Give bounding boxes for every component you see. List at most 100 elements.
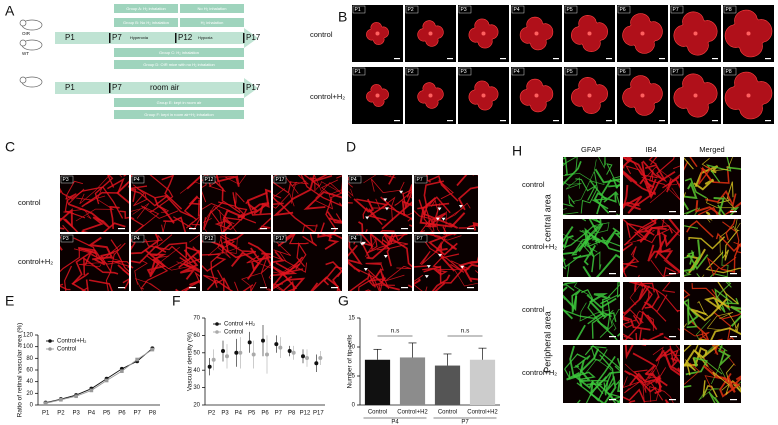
scale-bar [401,287,408,289]
vessel [639,282,653,311]
vessel [116,180,129,204]
label: P12 [178,33,193,42]
vessel [131,245,167,269]
vessel [309,177,316,192]
optic-disc [481,93,486,98]
optic-disc [746,93,751,98]
x-tick-label: P6 [118,411,126,417]
vessel [414,274,428,291]
vessel [684,239,701,272]
age-tag [511,67,525,76]
vessel [563,194,575,208]
vessel [623,157,647,185]
vessel [717,204,740,215]
vessel [573,282,590,296]
vessel [586,294,617,309]
x-tick-label: P5 [103,411,111,417]
vessel [726,166,741,171]
area-label: central area [542,194,552,242]
vessel [214,215,246,232]
label: Group A: H₂ inhalation [126,6,166,11]
vessel [603,358,620,381]
scale-bar [730,273,737,275]
row-label: control [522,305,545,314]
vessel [251,201,270,215]
age-label: P4 [134,177,140,183]
group-box [114,4,178,13]
label: Group C: H₂ inhalation [159,50,199,55]
age-tag [564,67,578,76]
vessel [580,171,598,214]
vessels [60,235,129,291]
vessel [273,255,308,273]
legend-marker [48,339,52,343]
optic-disc [587,93,592,98]
age-tag [131,234,145,243]
vessel [423,234,458,251]
vessel [131,238,136,251]
age-tag [131,175,145,184]
point [104,378,109,383]
vessel [414,265,428,268]
vessel [414,278,421,285]
vessels [414,234,478,291]
annotation: n.s [391,328,400,335]
y-tick-label: 100 [23,344,34,350]
vessel [325,261,342,291]
x-tick-label: P6 [261,411,269,417]
vessel [641,161,657,196]
optic-disc [481,31,486,36]
vessel [356,198,389,221]
y-tick-label: 0 [352,403,356,409]
vessel [366,237,398,254]
x-tick-label: P12 [300,411,311,417]
age-tag [202,175,216,184]
vessel [573,244,596,266]
scale-bar [331,228,338,230]
vessel [690,297,728,322]
scale-bar [447,58,453,60]
age-label: P17 [276,236,285,242]
vessel [650,259,680,277]
group-box [180,4,244,13]
legend-label: Control [57,347,76,353]
series-line [45,348,153,404]
vessel [414,209,432,232]
vessel [247,241,271,261]
vessel [472,175,475,176]
age-tag [511,5,525,14]
bar [469,359,496,405]
age-tag [273,234,287,243]
scale-bar [118,287,125,289]
vessel [670,357,680,373]
vessel [385,265,412,282]
vessel [302,234,318,247]
vessel [656,228,671,254]
vessel [569,345,594,390]
vessel [217,236,240,259]
scale-bar [401,228,408,230]
vessels [202,234,271,291]
legend-label: Control+H₂ [57,339,87,345]
vessel [274,283,285,291]
vessel [444,202,471,221]
vessel [656,157,680,181]
age-label: P3 [461,7,467,13]
vessel [707,219,713,223]
vessel [376,234,409,251]
scale-bar [606,58,612,60]
tick [243,83,245,93]
y-tick-label: 10 [348,345,355,351]
point [150,347,155,352]
vessel [717,282,739,305]
vessel [563,258,566,263]
vessel [701,157,733,172]
vessel [365,262,384,271]
x-tick-label: P17 [313,411,324,417]
vessel [705,251,741,274]
vessel [588,293,608,319]
label: Group F: kept in room air+H₂ inhalation [144,112,213,117]
tip-arrow [384,207,389,211]
scale-bar [765,58,771,60]
vessel [684,225,699,229]
